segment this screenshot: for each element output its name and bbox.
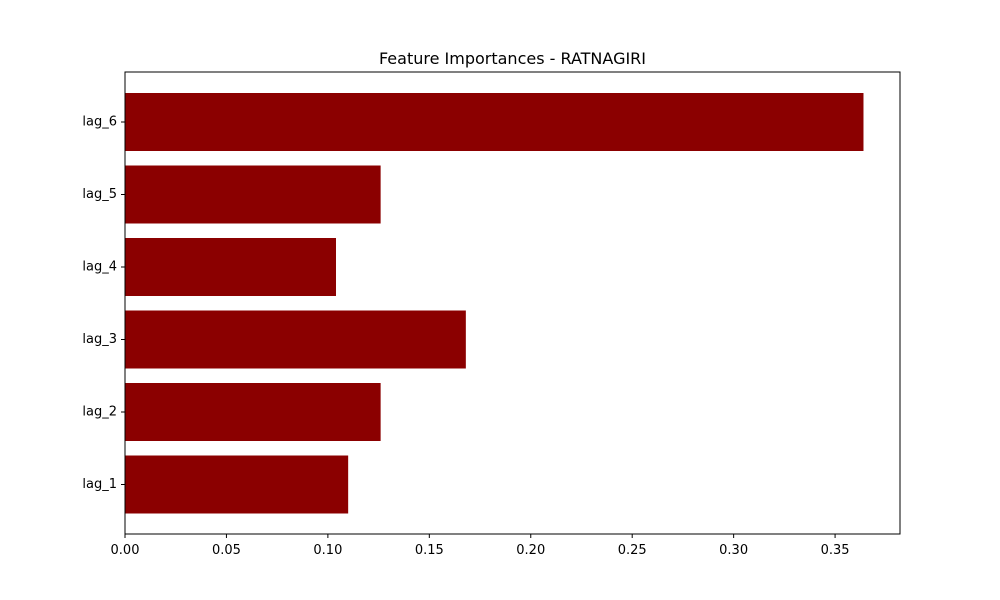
chart-title: Feature Importances - RATNAGIRI	[379, 49, 646, 68]
y-tick-label: lag_5	[82, 187, 117, 202]
bar-lag_3	[125, 310, 466, 369]
x-tick-label: 0.00	[111, 543, 140, 558]
bar-lag_4	[125, 238, 336, 296]
x-tick-label: 0.10	[313, 543, 342, 558]
x-tick-label: 0.25	[618, 543, 647, 558]
bar-lag_1	[125, 455, 349, 514]
y-tick-label: lag_2	[82, 405, 117, 420]
bar-lag_2	[125, 383, 381, 441]
bar-lag_6	[125, 93, 864, 151]
y-axis: lag_1 lag_2 lag_3 lag_4 lag_5 lag_6	[82, 115, 125, 492]
y-tick-label: lag_4	[82, 260, 117, 275]
x-axis: 0.00 0.05 0.10 0.15 0.20 0.25 0.30 0.35	[111, 534, 850, 558]
y-tick-label: lag_6	[82, 115, 117, 130]
x-tick-label: 0.05	[212, 543, 241, 558]
y-tick-label: lag_1	[82, 477, 117, 492]
bar-lag_5	[125, 165, 381, 224]
bars-group	[125, 93, 864, 514]
x-tick-label: 0.35	[821, 543, 850, 558]
x-tick-label: 0.15	[415, 543, 444, 558]
y-tick-label: lag_3	[82, 332, 117, 347]
x-tick-label: 0.20	[516, 543, 545, 558]
plot-frame	[124, 71, 901, 535]
x-tick-label: 0.30	[719, 543, 748, 558]
